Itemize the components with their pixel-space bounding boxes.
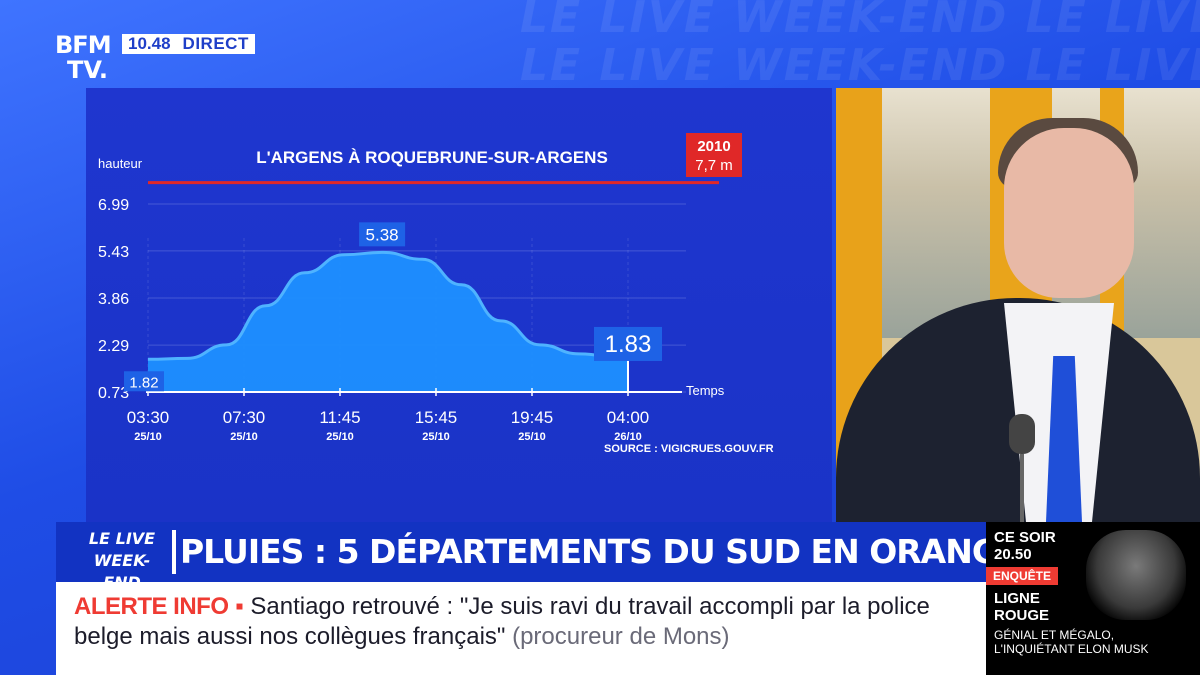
promo-desc-line2: L'INQUIÉTANT ELON MUSK [994,642,1149,656]
x-tick-date: 25/10 [422,431,450,443]
clock-time: 10.48 [128,34,171,53]
promo-title-line2: ROUGE [994,607,1050,624]
microphone-icon [1009,414,1035,522]
y-tick-label: 2.29 [98,338,129,355]
reference-year: 2010 [697,138,730,155]
end-label-box [594,326,662,361]
channel-logo: BFM TV. [55,33,117,85]
x-tick-date: 26/10 [614,431,642,443]
news-ticker: ALERTE INFO ▪ Santiago retrouvé : "Je su… [56,582,986,675]
banner-separator [172,530,176,574]
chart-panel: L'ARGENS À ROQUEBRUNE-SUR-ARGENS hauteur 6… [86,88,832,522]
peak-value-label: 5.38 [366,225,399,244]
start-label-box [124,371,164,392]
source-label: SOURCE : VIGICRUES.GOUV.FR [604,443,774,455]
watermark-text: LE LIVE WEEK-END LE LIVE WEEK-END LE LIV… [520,0,1200,91]
program-promo: CE SOIR 20.50 ENQUÊTE LIGNE ROUGE GÉNIAL… [986,522,1200,675]
studio-camera-view [836,88,1200,522]
alert-bullet-icon: ▪ [235,593,244,620]
promo-tonight: CE SOIR [994,529,1056,546]
x-axis-label: Temps [686,383,725,398]
y-tick-label: 5.43 [98,244,129,261]
time-direct-box: 10.48 DIRECT [122,34,255,54]
x-tick-label: 07:30 [223,408,266,427]
area-fill [148,252,628,392]
y-axis-label: hauteur [98,156,143,171]
headline-banner: LE LIVE WEEK-END PLUIES : 5 DÉPARTEMENTS… [56,522,1020,592]
x-tick-date: 25/10 [518,431,546,443]
promo-tag: ENQUÊTE [986,567,1059,585]
x-tick-label: 11:45 [319,408,360,427]
y-tick-label: 0.73 [98,385,129,402]
peak-label-box [359,222,406,247]
promo-hour: 20.50 [994,546,1032,563]
y-tick-label: 6.99 [98,197,129,214]
promo-title-line1: LIGNE [994,590,1040,607]
x-tick-date: 25/10 [230,431,258,443]
river-level-chart: L'ARGENS À ROQUEBRUNE-SUR-ARGENS hauteur 6… [98,133,774,455]
presenter-face [1004,128,1134,298]
logo-line1: BFM [55,31,112,59]
ticker-source: (procureur de Mons) [512,623,730,650]
reference-level: 7,7 m [695,157,733,174]
x-tick-date: 25/10 [134,431,162,443]
x-tick-label: 04:00 [607,408,650,427]
ticker-message: Santiago retrouvé : "Je suis ravi du tra… [74,593,930,650]
promo-desc-line1: GÉNIAL ET MÉGALO, [994,628,1115,642]
show-logo: LE LIVE WEEK-END [88,529,156,592]
promo-portrait [1086,530,1186,620]
x-tick-date: 25/10 [326,431,354,443]
ticker-text: ALERTE INFO ▪ Santiago retrouvé : "Je su… [74,592,974,652]
end-value-label: 1.83 [605,331,652,358]
chart-title: L'ARGENS À ROQUEBRUNE-SUR-ARGENS [256,148,608,167]
x-tick-label: 03:30 [127,408,170,427]
logo-line2: TV. [67,56,108,84]
y-tick-label: 3.86 [98,291,129,308]
direct-label: DIRECT [182,34,249,53]
x-tick-label: 15:45 [415,408,458,427]
headline-text: PLUIES : 5 DÉPARTEMENTS DU SUD EN ORANGE [180,532,1020,571]
start-value-label: 1.82 [129,374,158,391]
alert-label: ALERTE INFO [74,593,229,620]
reference-label-box [686,133,742,177]
x-tick-label: 19:45 [511,408,554,427]
